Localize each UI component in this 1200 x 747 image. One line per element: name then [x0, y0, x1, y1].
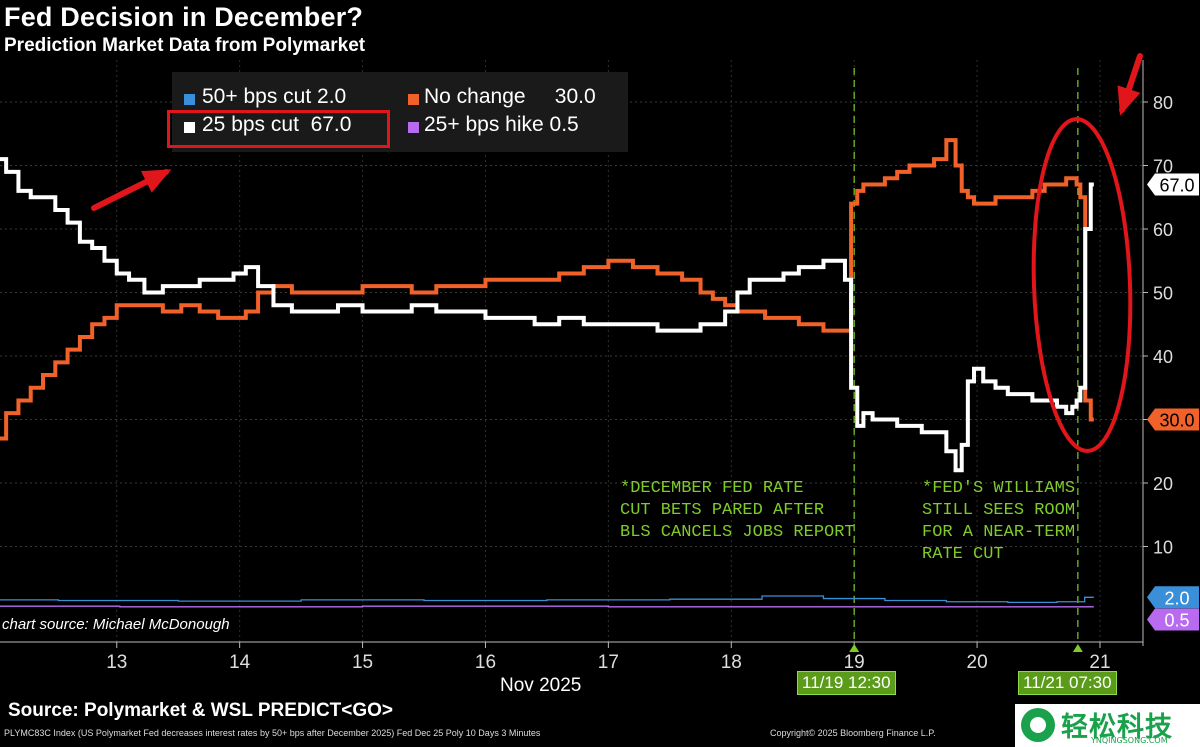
y-tick-label-60: 60 [1153, 220, 1173, 240]
footer-footnote: PLYMC83C Index (US Polymarket Fed decrea… [4, 728, 541, 738]
highlight-ellipse [1031, 117, 1133, 453]
y-tick-label-70: 70 [1153, 157, 1173, 177]
chart-svg: 102030405060708013141516171819202167.030… [0, 53, 1199, 673]
date-tag-1119: 11/19 12:30 [797, 671, 896, 695]
event-marker-1 [849, 644, 860, 652]
logo-subtext: YNQINGSONG.COM [1091, 736, 1168, 745]
date-tag-1121: 11/21 07:30 [1018, 671, 1117, 695]
chart-source-credit: chart source: Michael McDonough [2, 616, 230, 633]
value-tag-1 [1147, 173, 1199, 196]
value-tag-3 [1147, 586, 1199, 609]
legend-swatch-25bps [184, 122, 195, 133]
legend-swatch-hike [408, 122, 419, 133]
series-line-25-bps-cut [0, 157, 1094, 473]
arrow-to-legend-head [140, 169, 172, 193]
x-tick-label-15: 15 [352, 652, 373, 673]
footer-copyright: Copyright© 2025 Bloomberg Finance L.P. [770, 728, 936, 738]
x-tick-label-14: 14 [229, 652, 251, 673]
y-tick-label-20: 20 [1153, 474, 1173, 494]
logo-text: 轻松科技 [1061, 712, 1173, 743]
y-tick-label-80: 80 [1153, 93, 1173, 113]
legend-label-50bps: 50+ bps cut 2.0 [202, 85, 347, 108]
legend-label-25bps: 25 bps cut 67.0 [202, 113, 352, 136]
value-tag-label-3: 2.0 [1164, 588, 1189, 608]
series-line-50-bps-cut [0, 595, 1094, 604]
x-tick-label-16: 16 [475, 652, 496, 673]
value-tag-label-1: 67.0 [1159, 176, 1194, 196]
x-tick-label-17: 17 [598, 652, 619, 673]
y-tick-label-40: 40 [1153, 347, 1173, 367]
y-tick-label-10: 10 [1153, 538, 1173, 558]
series-line-25-bps-hike [0, 605, 1094, 608]
legend-swatch-50bps [184, 94, 195, 105]
legend-label-hike: 25+ bps hike 0.5 [424, 113, 579, 136]
series-line-no-change [0, 138, 1094, 441]
value-tag-label-2: 30.0 [1159, 411, 1194, 431]
chart-subtitle: Prediction Market Data from Polymarket [4, 35, 366, 56]
x-tick-label-13: 13 [106, 652, 127, 673]
legend-label-no-change: No change 30.0 [424, 85, 596, 108]
event-marker-2 [1072, 644, 1083, 652]
chart-title: Fed Decision in December? [4, 2, 364, 32]
x-tick-label-20: 20 [967, 652, 988, 673]
annotation-williams: *FED'S WILLIAMS STILL SEES ROOM FOR A NE… [922, 479, 1076, 564]
arrow-to-ellipse-head [1117, 85, 1141, 116]
annotation-bls: *DECEMBER FED RATE CUT BETS PARED AFTER … [620, 479, 855, 542]
logo-mark-icon [1021, 708, 1055, 742]
footer-source: Source: Polymarket & WSL PREDICT<GO> [8, 700, 394, 721]
value-tag-label-4: 0.5 [1164, 611, 1189, 631]
legend-highlight-box [167, 110, 390, 148]
value-tag-2 [1147, 408, 1199, 431]
x-tick-label-19: 19 [844, 652, 865, 673]
legend-swatch-no-change [408, 94, 419, 105]
x-tick-label-21: 21 [1089, 652, 1110, 673]
watermark-logo: 轻松科技 YNQINGSONG.COM [1015, 704, 1200, 747]
y-tick-label-50: 50 [1153, 284, 1173, 304]
value-tag-4 [1147, 608, 1199, 631]
x-tick-label-18: 18 [721, 652, 742, 673]
x-axis-month-label: Nov 2025 [500, 675, 582, 696]
